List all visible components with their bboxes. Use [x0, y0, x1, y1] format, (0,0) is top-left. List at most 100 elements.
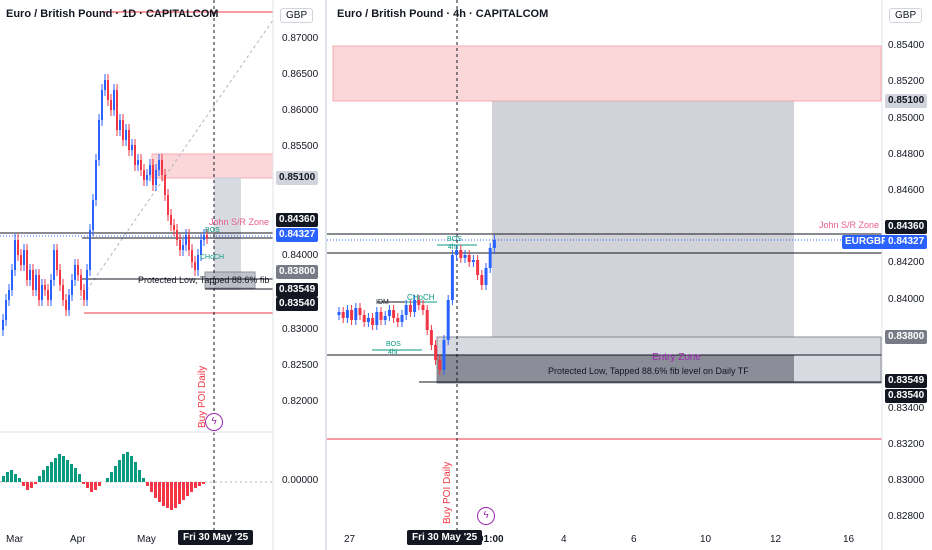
oscillator-bar	[78, 474, 81, 482]
y-tick: 0.83000	[282, 324, 319, 335]
chart-pane-daily[interactable]: Euro / British Pound · 1D · CAPITALCOM G…	[0, 0, 325, 550]
bos-upper-label: BOS	[447, 236, 462, 243]
candle-body	[176, 230, 178, 240]
candle-body	[408, 305, 412, 312]
fib-diagonal	[79, 19, 274, 301]
candle-body	[459, 250, 463, 258]
x-tick: 16	[843, 534, 855, 545]
bos-upper-tf-label: 4hr	[448, 244, 459, 251]
pane-divider[interactable]	[325, 0, 327, 550]
oscillator-bar	[106, 478, 109, 482]
candle-body	[185, 235, 187, 245]
y-tick: 0.83000	[888, 475, 925, 486]
candle-body	[152, 165, 154, 185]
price-label-low-b: 0.83540	[276, 297, 319, 311]
candle-body	[442, 340, 446, 370]
candle-body	[65, 300, 67, 310]
oscillator-bar	[94, 482, 97, 490]
candle-body	[104, 80, 106, 90]
candle-body	[149, 165, 151, 175]
candle-body	[116, 90, 118, 130]
oscillator-bar	[110, 472, 113, 482]
entry-zone-dark	[437, 355, 794, 383]
oscillator-bar	[126, 452, 129, 482]
candle-body	[143, 170, 145, 180]
candle-body	[17, 240, 19, 255]
entry-box	[204, 271, 256, 289]
price-label-current: 0.84327	[885, 235, 928, 249]
y-tick: 0.84000	[282, 250, 319, 261]
candle-body	[35, 275, 37, 290]
oscillator-bar	[82, 482, 85, 484]
candle-body	[62, 285, 64, 300]
candle-body	[362, 315, 366, 322]
projection-box	[492, 101, 794, 337]
y-tick: 0.82800	[888, 511, 925, 522]
oscillator-bar	[50, 462, 53, 482]
candle-body	[101, 90, 103, 120]
candle-body	[20, 255, 22, 265]
y-tick: 0.84600	[888, 185, 925, 196]
oscillator-bar	[166, 482, 169, 508]
lightning-icon[interactable]: ϟ	[477, 507, 495, 525]
bos-lower-tf-label: 4hr	[388, 349, 399, 356]
price-label-low-a: 0.83549	[885, 374, 928, 388]
oscillator-bar	[22, 482, 25, 486]
candle-body	[71, 280, 73, 295]
oscillator-bar	[174, 482, 177, 508]
oscillator-bar	[74, 468, 77, 482]
price-label-sr-level: 0.84360	[885, 220, 928, 234]
oscillator-bar	[30, 482, 33, 488]
candle-body	[8, 290, 10, 300]
oscillator-histogram	[2, 452, 205, 510]
candle-body	[379, 312, 383, 320]
candle-body	[337, 312, 341, 315]
candles-daily	[2, 74, 208, 336]
oscillator-bar	[138, 470, 141, 482]
candle-body	[158, 160, 160, 170]
candle-body	[59, 270, 61, 285]
currency-button[interactable]: GBP	[280, 8, 314, 23]
x-tick: 12	[770, 534, 782, 545]
x-tick: May	[137, 534, 156, 545]
candle-body	[429, 330, 433, 345]
price-label-sr-level: 0.84360	[276, 213, 319, 227]
oscillator-bar	[10, 470, 13, 482]
candle-body	[155, 170, 157, 185]
candle-body	[44, 285, 46, 290]
chart-canvas-daily[interactable]	[0, 0, 325, 550]
candle-body	[32, 270, 34, 290]
candle-body	[113, 90, 115, 110]
oscillator-bar	[54, 458, 57, 482]
lightning-icon[interactable]: ϟ	[205, 413, 223, 431]
y-tick: 0.86500	[282, 69, 319, 80]
crosshair-time-label: 01:00	[478, 534, 504, 545]
crosshair-date-label: Fri 30 May '25	[407, 530, 483, 545]
chart-pane-4h[interactable]: Euro / British Pound · 4h · CAPITALCOM G…	[327, 0, 932, 550]
candle-body	[200, 240, 202, 255]
candle-body	[371, 318, 375, 325]
oscillator-bar	[38, 476, 41, 482]
currency-button[interactable]: GBP	[889, 8, 923, 23]
supply-zone	[151, 153, 274, 179]
oscillator-bar	[114, 466, 117, 482]
bos-lower-label: BOS	[386, 341, 401, 348]
candle-body	[29, 270, 31, 280]
price-label-upper-zone: 0.85100	[276, 171, 319, 185]
candle-body	[434, 345, 438, 360]
poi-label: Buy POI Daily	[442, 461, 453, 524]
y-tick: 0.82000	[282, 396, 319, 407]
choch-label: CHoCH	[200, 254, 225, 261]
candle-body	[383, 316, 387, 320]
chart-title: Euro / British Pound · 4h · CAPITALCOM	[337, 8, 549, 20]
candle-body	[56, 250, 58, 270]
oscillator-bar	[66, 460, 69, 482]
candle-body	[471, 260, 475, 262]
oscillator-bar	[194, 482, 197, 488]
crosshair-date-label: Fri 30 May '25	[178, 530, 254, 545]
candle-body	[206, 235, 208, 238]
candle-body	[173, 225, 175, 230]
chart-canvas-4h[interactable]	[327, 0, 932, 550]
candle-body	[421, 305, 425, 310]
oscillator-bar	[98, 482, 101, 486]
